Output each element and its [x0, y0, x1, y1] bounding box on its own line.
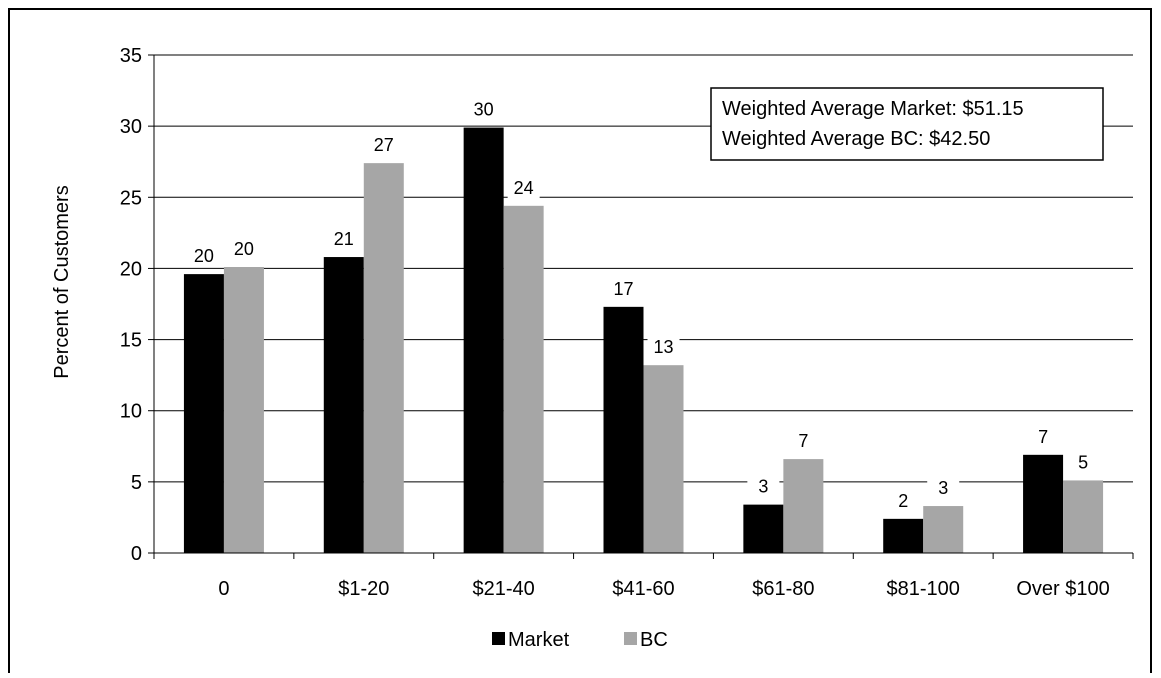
- bar-market: [883, 518, 924, 553]
- x-tick-label: $81-100: [887, 578, 960, 600]
- y-axis-label: Percent of Customers: [51, 185, 73, 378]
- data-label-background: [507, 175, 540, 199]
- chart-border: [8, 8, 1152, 673]
- y-tick-label: 10: [120, 401, 142, 423]
- x-tick-label: $21-40: [473, 578, 535, 600]
- bar-bc: [783, 459, 824, 553]
- data-label-market: 21: [334, 229, 354, 249]
- data-label-market: 30: [474, 100, 494, 120]
- data-label-bc: 5: [1078, 452, 1088, 472]
- data-label-background: [647, 335, 680, 359]
- legend-swatch-market: [492, 632, 505, 645]
- data-label-market: 2: [898, 491, 908, 511]
- y-tick-label: 30: [120, 116, 142, 138]
- data-label-market: 7: [1038, 427, 1048, 447]
- data-label-market: 3: [758, 477, 768, 497]
- x-tick-label: $41-60: [612, 578, 674, 600]
- data-label-bc: 7: [798, 431, 808, 451]
- y-tick-label: 5: [131, 472, 142, 494]
- y-tick-label: 0: [131, 543, 142, 565]
- x-tick-label: $1-20: [338, 578, 389, 600]
- bar-bc: [503, 205, 544, 553]
- bar-bc: [923, 506, 964, 553]
- bar-bc: [223, 267, 264, 553]
- legend: Market BC: [492, 629, 668, 651]
- x-tick-label: Over $100: [1016, 578, 1109, 600]
- legend-label-market: Market: [508, 629, 570, 651]
- annotation-line-bc: Weighted Average BC: $42.50: [722, 128, 990, 150]
- data-label-bc: 3: [938, 478, 948, 498]
- data-label-background: [1067, 450, 1100, 474]
- data-label-background: [607, 276, 640, 300]
- legend-label-bc: BC: [640, 629, 668, 651]
- bar-bc: [643, 365, 684, 553]
- data-label-bc: 13: [653, 337, 673, 357]
- data-label-market: 17: [613, 279, 633, 299]
- data-label-background: [927, 476, 960, 500]
- y-tick-label: 20: [120, 258, 142, 280]
- x-tick-label: $61-80: [752, 578, 814, 600]
- annotation-box: Weighted Average Market: $51.15 Weighted…: [710, 87, 1104, 161]
- bar-market: [1023, 454, 1064, 553]
- annotation-line-market: Weighted Average Market: $51.15: [722, 98, 1024, 120]
- bar-market: [323, 257, 364, 553]
- data-label-background: [187, 244, 220, 268]
- bar-market: [183, 274, 224, 553]
- bars: [183, 127, 1104, 554]
- data-label-background: [367, 133, 400, 157]
- bar-market: [743, 504, 784, 553]
- data-label-bc: 27: [374, 135, 394, 155]
- bar-market: [603, 306, 644, 553]
- x-tick-label: 0: [218, 578, 229, 600]
- y-tick-label: 35: [120, 45, 142, 67]
- x-tick-labels: 0 $1-20 $21-40 $41-60 $61-80 $81-100 Over $100: [218, 578, 1109, 600]
- data-label-background: [227, 237, 260, 261]
- y-tick-labels: 0 5 10 15 20 25 30 35: [120, 45, 142, 565]
- data-label-bc: 24: [514, 178, 534, 198]
- y-tick-label: 25: [120, 187, 142, 209]
- data-label-background: [327, 227, 360, 251]
- bar-bc: [1063, 480, 1104, 553]
- axes: [148, 54, 1134, 559]
- data-label-background: [1027, 424, 1060, 448]
- data-label-background: [747, 474, 780, 498]
- bar-market: [463, 127, 504, 554]
- data-label-background: [467, 97, 500, 121]
- data-label-bc: 20: [234, 239, 254, 259]
- bar-bc: [363, 163, 404, 553]
- legend-swatch-bc: [624, 632, 637, 645]
- data-label-background: [787, 429, 820, 453]
- data-label-market: 20: [194, 246, 214, 266]
- data-label-background: [887, 488, 920, 512]
- y-tick-label: 15: [120, 330, 142, 352]
